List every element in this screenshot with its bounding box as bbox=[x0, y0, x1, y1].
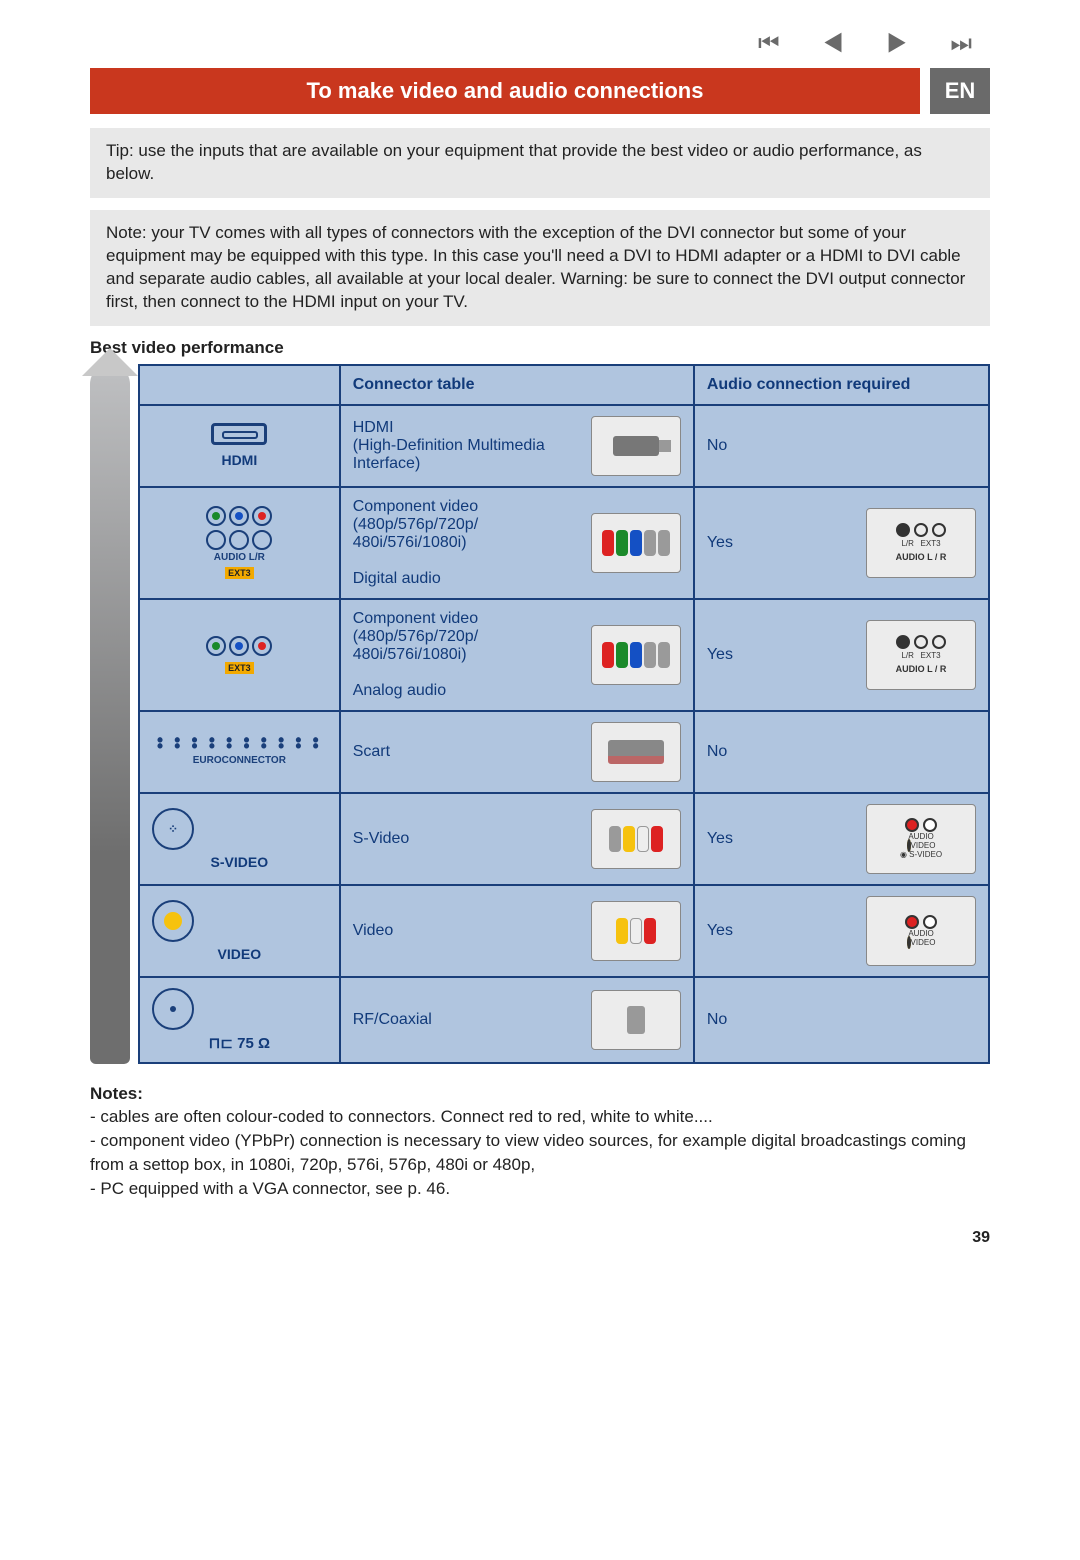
audio-cell: Yes L/R EXT3AUDIO L / R bbox=[694, 599, 989, 711]
nav-controls[interactable]: ⏮ ◀ ▶ ⏭ bbox=[90, 30, 990, 58]
port-cell: ⁘ S-VIDEO bbox=[139, 793, 340, 885]
audio-jack-icon: AUDIO VIDEO bbox=[866, 896, 976, 966]
port-cell: VIDEO bbox=[139, 885, 340, 977]
connector-table-area: Connector table Audio connection require… bbox=[90, 364, 990, 1064]
cable-icon bbox=[591, 416, 681, 476]
tip-text: Tip: use the inputs that are available o… bbox=[106, 141, 922, 183]
connector-text: Video bbox=[353, 922, 394, 940]
audio-required-text: Yes bbox=[707, 830, 733, 848]
cable-icon bbox=[591, 625, 681, 685]
connector-cell: Component video (480p/576p/720p/ 480i/57… bbox=[340, 599, 694, 711]
port-cell: • • • • • • • • • •• • • • • • • • • •EU… bbox=[139, 711, 340, 793]
audio-cell: Yes AUDIO VIDEO◉ S-VIDEO bbox=[694, 793, 989, 885]
connector-cell: Component video (480p/576p/720p/ 480i/57… bbox=[340, 487, 694, 599]
header-audio: Audio connection required bbox=[694, 365, 989, 405]
notes-heading: Notes: bbox=[90, 1084, 143, 1103]
audio-cell: Yes AUDIO VIDEO bbox=[694, 885, 989, 977]
language-indicator: EN bbox=[930, 68, 990, 114]
connector-text: S-Video bbox=[353, 830, 410, 848]
audio-cell: No bbox=[694, 711, 989, 793]
connector-cell: Scart bbox=[340, 711, 694, 793]
connector-text: HDMI (High-Definition Multimedia Interfa… bbox=[353, 419, 581, 473]
connector-cell: Video bbox=[340, 885, 694, 977]
table-row: EXT3Component video (480p/576p/720p/ 480… bbox=[139, 599, 989, 711]
note-item: - PC equipped with a VGA connector, see … bbox=[90, 1177, 990, 1201]
notes-section: Notes: - cables are often colour-coded t… bbox=[90, 1082, 990, 1201]
audio-cell: No bbox=[694, 405, 989, 487]
connector-text: Scart bbox=[353, 743, 390, 761]
cable-icon bbox=[591, 809, 681, 869]
table-row: • • • • • • • • • •• • • • • • • • • •EU… bbox=[139, 711, 989, 793]
table-row: ⁘ S-VIDEO S-Video Yes AUDIO VIDEO◉ S-VIDEO bbox=[139, 793, 989, 885]
connector-cell: S-Video bbox=[340, 793, 694, 885]
cable-icon bbox=[591, 901, 681, 961]
section-heading: Best video performance bbox=[90, 338, 990, 358]
audio-required-text: Yes bbox=[707, 922, 733, 940]
header-port-empty bbox=[139, 365, 340, 405]
port-cell: EXT3 bbox=[139, 599, 340, 711]
note-item: - component video (YPbPr) connection is … bbox=[90, 1129, 990, 1177]
port-cell: ⊓⊏ 75 Ω bbox=[139, 977, 340, 1063]
page-number: 39 bbox=[90, 1229, 990, 1247]
table-row: VIDEO Video Yes AUDIO VIDEO bbox=[139, 885, 989, 977]
connector-text: RF/Coaxial bbox=[353, 1011, 432, 1029]
connector-cell: HDMI (High-Definition Multimedia Interfa… bbox=[340, 405, 694, 487]
table-row: HDMIHDMI (High-Definition Multimedia Int… bbox=[139, 405, 989, 487]
table-row: AUDIO L/REXT3Component video (480p/576p/… bbox=[139, 487, 989, 599]
audio-cell: Yes L/R EXT3AUDIO L / R bbox=[694, 487, 989, 599]
connector-table: Connector table Audio connection require… bbox=[138, 364, 990, 1064]
audio-cell: No bbox=[694, 977, 989, 1063]
cable-icon bbox=[591, 722, 681, 782]
header-connector: Connector table bbox=[340, 365, 694, 405]
table-row: ⊓⊏ 75 Ω RF/Coaxial No bbox=[139, 977, 989, 1063]
note-item: - cables are often colour-coded to conne… bbox=[90, 1105, 990, 1129]
connector-text: Component video (480p/576p/720p/ 480i/57… bbox=[353, 610, 581, 700]
audio-required-text: No bbox=[707, 743, 727, 761]
cable-icon bbox=[591, 513, 681, 573]
header-row: To make video and audio connections EN bbox=[90, 68, 990, 114]
audio-required-text: Yes bbox=[707, 534, 733, 552]
performance-arrow-icon bbox=[90, 364, 130, 1064]
cable-icon bbox=[591, 990, 681, 1050]
audio-required-text: Yes bbox=[707, 646, 733, 664]
audio-jack-icon: L/R EXT3AUDIO L / R bbox=[866, 620, 976, 690]
port-cell: AUDIO L/REXT3 bbox=[139, 487, 340, 599]
note-text: Note: your TV comes with all types of co… bbox=[106, 223, 965, 311]
connector-cell: RF/Coaxial bbox=[340, 977, 694, 1063]
page-title: To make video and audio connections bbox=[90, 68, 920, 114]
audio-required-text: No bbox=[707, 437, 727, 455]
tip-box: Tip: use the inputs that are available o… bbox=[90, 128, 990, 198]
note-warning-box: Note: your TV comes with all types of co… bbox=[90, 210, 990, 326]
connector-text: Component video (480p/576p/720p/ 480i/57… bbox=[353, 498, 581, 588]
port-cell: HDMI bbox=[139, 405, 340, 487]
audio-jack-icon: L/R EXT3AUDIO L / R bbox=[866, 508, 976, 578]
audio-required-text: No bbox=[707, 1011, 727, 1029]
audio-jack-icon: AUDIO VIDEO◉ S-VIDEO bbox=[866, 804, 976, 874]
